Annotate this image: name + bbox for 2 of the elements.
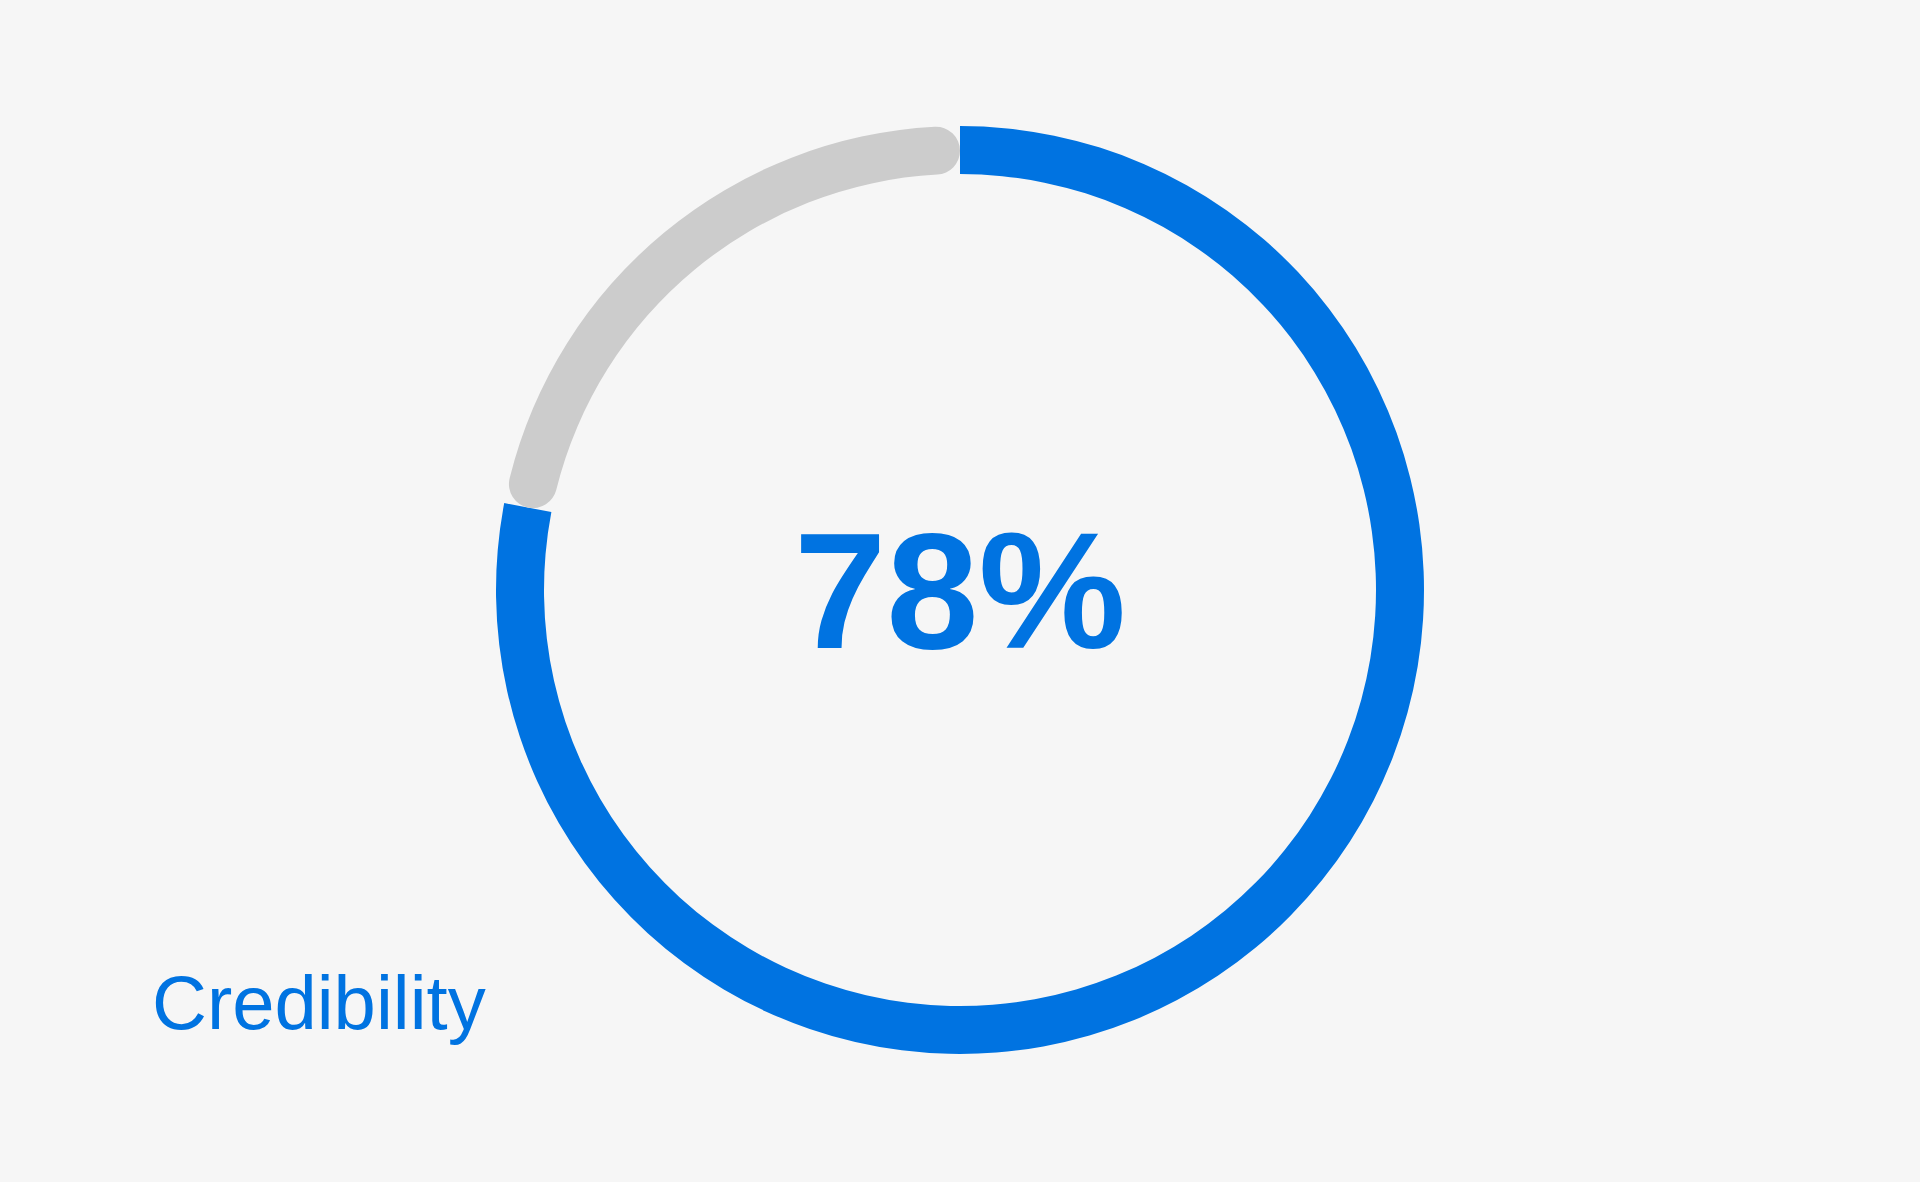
data-label: 78% [793, 497, 1127, 683]
text: Credibility [152, 960, 486, 1045]
